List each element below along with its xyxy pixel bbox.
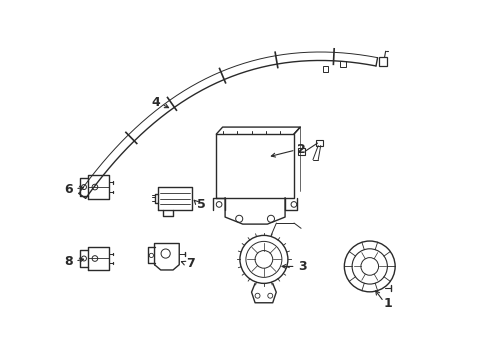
Text: 3: 3 [297, 260, 305, 273]
Text: 8: 8 [64, 255, 73, 268]
Text: 2: 2 [297, 143, 305, 156]
Text: 6: 6 [64, 183, 73, 196]
Bar [322, 66, 328, 72]
Bar [298, 148, 305, 155]
Text: 1: 1 [383, 297, 391, 310]
Bar [316, 140, 322, 145]
Text: 7: 7 [185, 257, 194, 270]
Bar [340, 62, 346, 67]
Bar [378, 57, 386, 66]
Text: 4: 4 [151, 96, 160, 109]
Text: 5: 5 [197, 198, 205, 211]
